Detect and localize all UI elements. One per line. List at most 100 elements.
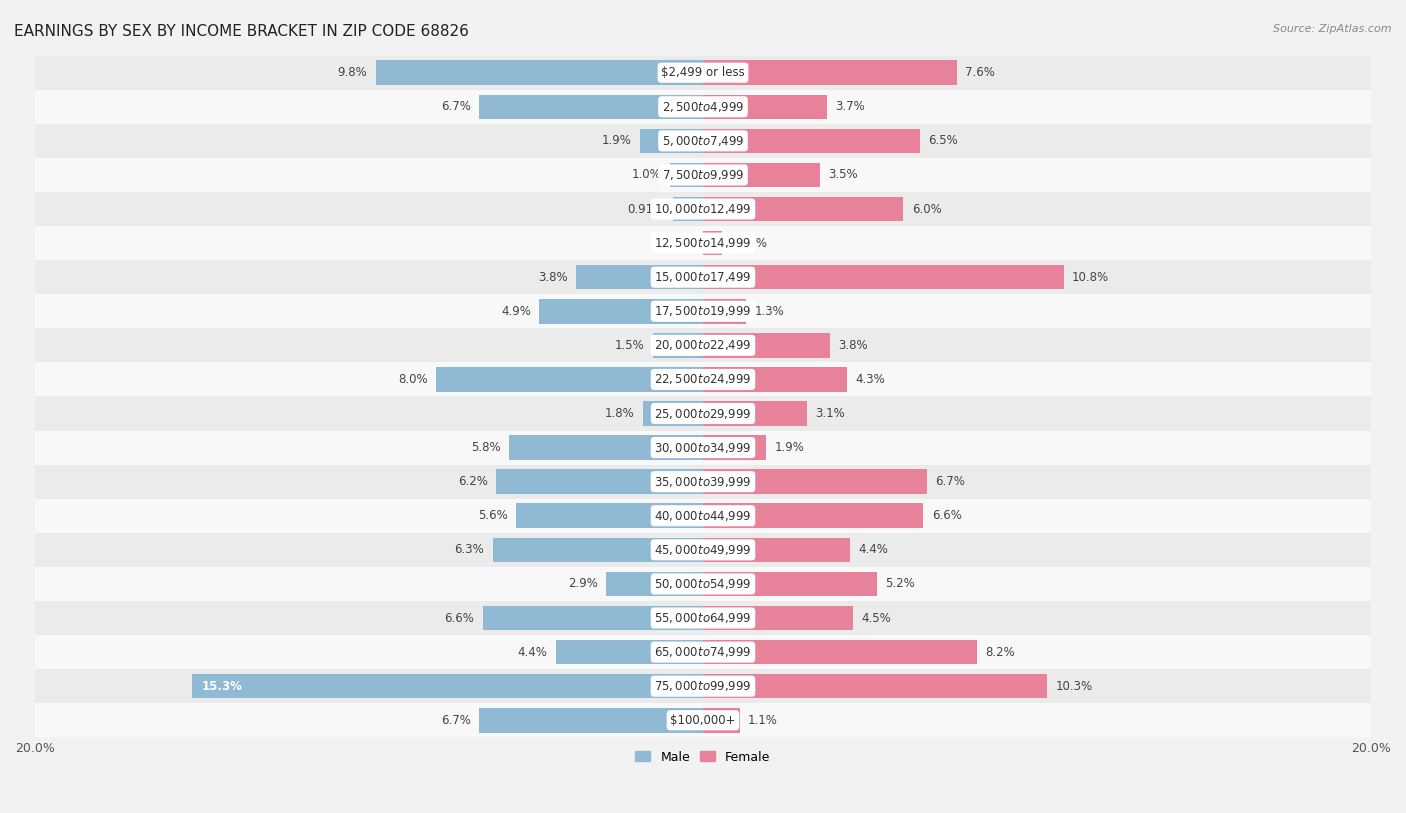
Bar [35, 124, 1371, 158]
Bar [375, 60, 703, 85]
Text: 4.4%: 4.4% [517, 646, 548, 659]
Text: 3.1%: 3.1% [815, 407, 845, 420]
Text: 1.1%: 1.1% [748, 714, 778, 727]
Text: 4.3%: 4.3% [855, 373, 884, 386]
Bar [703, 640, 977, 664]
Text: EARNINGS BY SEX BY INCOME BRACKET IN ZIP CODE 68826: EARNINGS BY SEX BY INCOME BRACKET IN ZIP… [14, 24, 470, 39]
Bar [703, 299, 747, 324]
Bar [703, 503, 924, 528]
Bar [492, 537, 703, 562]
Bar [576, 265, 703, 289]
Text: 1.5%: 1.5% [614, 339, 644, 352]
Text: 3.7%: 3.7% [835, 100, 865, 113]
Text: 5.8%: 5.8% [471, 441, 501, 454]
Bar [35, 158, 1371, 192]
Text: 10.3%: 10.3% [1056, 680, 1092, 693]
Bar [703, 197, 904, 221]
Text: $45,000 to $49,999: $45,000 to $49,999 [654, 543, 752, 557]
Text: $55,000 to $64,999: $55,000 to $64,999 [654, 611, 752, 625]
Bar [606, 572, 703, 596]
Bar [703, 606, 853, 630]
Text: 6.2%: 6.2% [458, 475, 488, 488]
Bar [509, 435, 703, 460]
Bar [703, 708, 740, 733]
Bar [703, 367, 846, 392]
Text: 6.5%: 6.5% [928, 134, 959, 147]
Bar [496, 469, 703, 494]
Text: 3.8%: 3.8% [838, 339, 868, 352]
Bar [35, 89, 1371, 124]
Text: $35,000 to $39,999: $35,000 to $39,999 [654, 475, 752, 489]
Text: 6.7%: 6.7% [935, 475, 965, 488]
Bar [703, 163, 820, 187]
Bar [555, 640, 703, 664]
Bar [540, 299, 703, 324]
Text: $100,000+: $100,000+ [671, 714, 735, 727]
Text: 7.6%: 7.6% [965, 66, 995, 79]
Bar [35, 431, 1371, 465]
Text: 2.9%: 2.9% [568, 577, 598, 590]
Bar [703, 537, 851, 562]
Bar [703, 231, 723, 255]
Text: 6.0%: 6.0% [911, 202, 942, 215]
Text: $12,500 to $14,999: $12,500 to $14,999 [654, 236, 752, 250]
Bar [193, 674, 703, 698]
Bar [703, 60, 957, 85]
Bar [35, 567, 1371, 601]
Text: $15,000 to $17,499: $15,000 to $17,499 [654, 270, 752, 285]
Legend: Male, Female: Male, Female [630, 746, 776, 768]
Text: 6.7%: 6.7% [441, 714, 471, 727]
Text: 1.0%: 1.0% [631, 168, 661, 181]
Bar [703, 572, 877, 596]
Text: 6.6%: 6.6% [444, 611, 474, 624]
Bar [35, 601, 1371, 635]
Text: 6.7%: 6.7% [441, 100, 471, 113]
Text: 15.3%: 15.3% [202, 680, 243, 693]
Text: $50,000 to $54,999: $50,000 to $54,999 [654, 577, 752, 591]
Text: $22,500 to $24,999: $22,500 to $24,999 [654, 372, 752, 386]
Text: 0.0%: 0.0% [665, 237, 695, 250]
Bar [35, 260, 1371, 294]
Text: 4.9%: 4.9% [501, 305, 531, 318]
Text: 0.58%: 0.58% [731, 237, 768, 250]
Text: 4.4%: 4.4% [858, 543, 889, 556]
Bar [703, 333, 830, 358]
Bar [703, 128, 920, 153]
Bar [516, 503, 703, 528]
Bar [672, 197, 703, 221]
Bar [479, 708, 703, 733]
Text: 5.2%: 5.2% [884, 577, 915, 590]
Text: $30,000 to $34,999: $30,000 to $34,999 [654, 441, 752, 454]
Text: $5,000 to $7,499: $5,000 to $7,499 [662, 134, 744, 148]
Bar [35, 363, 1371, 397]
Bar [35, 533, 1371, 567]
Text: $75,000 to $99,999: $75,000 to $99,999 [654, 679, 752, 693]
Text: 4.5%: 4.5% [862, 611, 891, 624]
Bar [35, 703, 1371, 737]
Bar [703, 435, 766, 460]
Text: $25,000 to $29,999: $25,000 to $29,999 [654, 406, 752, 420]
Text: 0.91%: 0.91% [627, 202, 664, 215]
Text: 1.9%: 1.9% [602, 134, 631, 147]
Text: 6.6%: 6.6% [932, 509, 962, 522]
Bar [436, 367, 703, 392]
Text: 1.8%: 1.8% [605, 407, 634, 420]
Text: 1.9%: 1.9% [775, 441, 804, 454]
Text: $40,000 to $44,999: $40,000 to $44,999 [654, 509, 752, 523]
Bar [703, 469, 927, 494]
Text: 5.6%: 5.6% [478, 509, 508, 522]
Bar [35, 226, 1371, 260]
Bar [35, 498, 1371, 533]
Bar [703, 402, 807, 426]
Text: 6.3%: 6.3% [454, 543, 484, 556]
Bar [35, 55, 1371, 89]
Bar [35, 328, 1371, 363]
Text: $17,500 to $19,999: $17,500 to $19,999 [654, 304, 752, 318]
Text: 9.8%: 9.8% [337, 66, 367, 79]
Text: $10,000 to $12,499: $10,000 to $12,499 [654, 202, 752, 216]
Bar [643, 402, 703, 426]
Bar [35, 397, 1371, 431]
Text: $20,000 to $22,499: $20,000 to $22,499 [654, 338, 752, 352]
Bar [703, 265, 1064, 289]
Bar [640, 128, 703, 153]
